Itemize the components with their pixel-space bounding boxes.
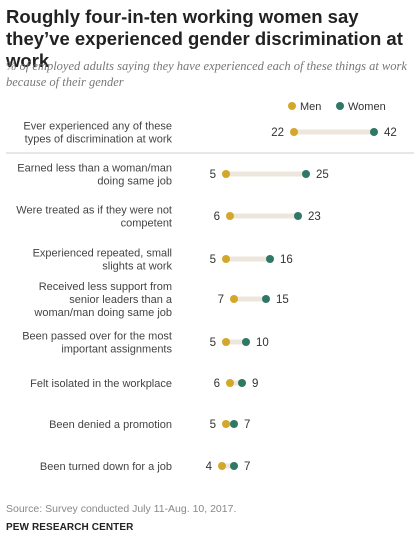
women-dot [230,420,238,428]
men-value-label: 5 [210,419,216,431]
chart-title: Roughly four-in-ten working women say th… [6,6,403,71]
women-dot [262,295,270,303]
women-value-label: 7 [244,461,250,473]
men-dot [222,420,230,428]
men-value-label: 4 [206,461,213,473]
men-dot [222,338,230,346]
legend-women-label: Women [348,101,386,113]
women-value-label: 23 [308,211,321,223]
women-dot [242,338,250,346]
category-label: Received less support from senior leaders… [33,281,172,319]
chart-subtitle: % of employed adults saying they have ex… [6,59,407,89]
category-label: Been denied a promotion [49,419,172,431]
legend-men-label: Men [300,101,321,113]
men-value-label: 22 [271,127,284,139]
category-label: Been passed over for the most important a… [22,331,172,356]
category-label: Earned less than a woman/man doing same j… [17,163,172,188]
men-value-label: 6 [214,211,220,223]
men-dot [230,295,238,303]
women-value-label: 16 [280,254,293,266]
men-value-label: 5 [210,169,216,181]
women-value-label: 10 [256,337,269,349]
men-value-label: 7 [218,294,224,306]
women-value-label: 9 [252,378,258,390]
women-dot [302,170,310,178]
credit-label: PEW RESEARCH CENTER [6,522,134,533]
women-value-label: 42 [384,127,397,139]
dot-chart: Men Women Ever experienced any of these typ… [6,101,414,473]
women-dot [238,379,246,387]
men-value-label: 5 [210,337,216,349]
women-dot [294,212,302,220]
men-value-label: 6 [214,378,220,390]
category-label: Experienced repeated, small slights at wo… [33,248,173,273]
category-label: Were treated as if they were not competen… [16,205,172,230]
men-dot [218,462,226,470]
women-value-label: 7 [244,419,250,431]
men-dot [222,255,230,263]
men-dot [290,128,298,136]
source-note: Source: Survey conducted July 11-Aug. 10… [6,503,237,515]
men-value-label: 5 [210,254,216,266]
category-label: Ever experienced any of these types of di… [23,121,172,146]
women-dot [230,462,238,470]
women-dot [266,255,274,263]
women-value-label: 25 [316,169,329,181]
women-value-label: 15 [276,294,289,306]
men-dot [226,212,234,220]
women-dot [370,128,378,136]
category-label: Been turned down for a job [40,461,172,473]
men-dot [226,379,234,387]
category-label: Felt isolated in the workplace [30,378,172,390]
men-dot [222,170,230,178]
legend-men-swatch [288,102,296,110]
legend-women-swatch [336,102,344,110]
